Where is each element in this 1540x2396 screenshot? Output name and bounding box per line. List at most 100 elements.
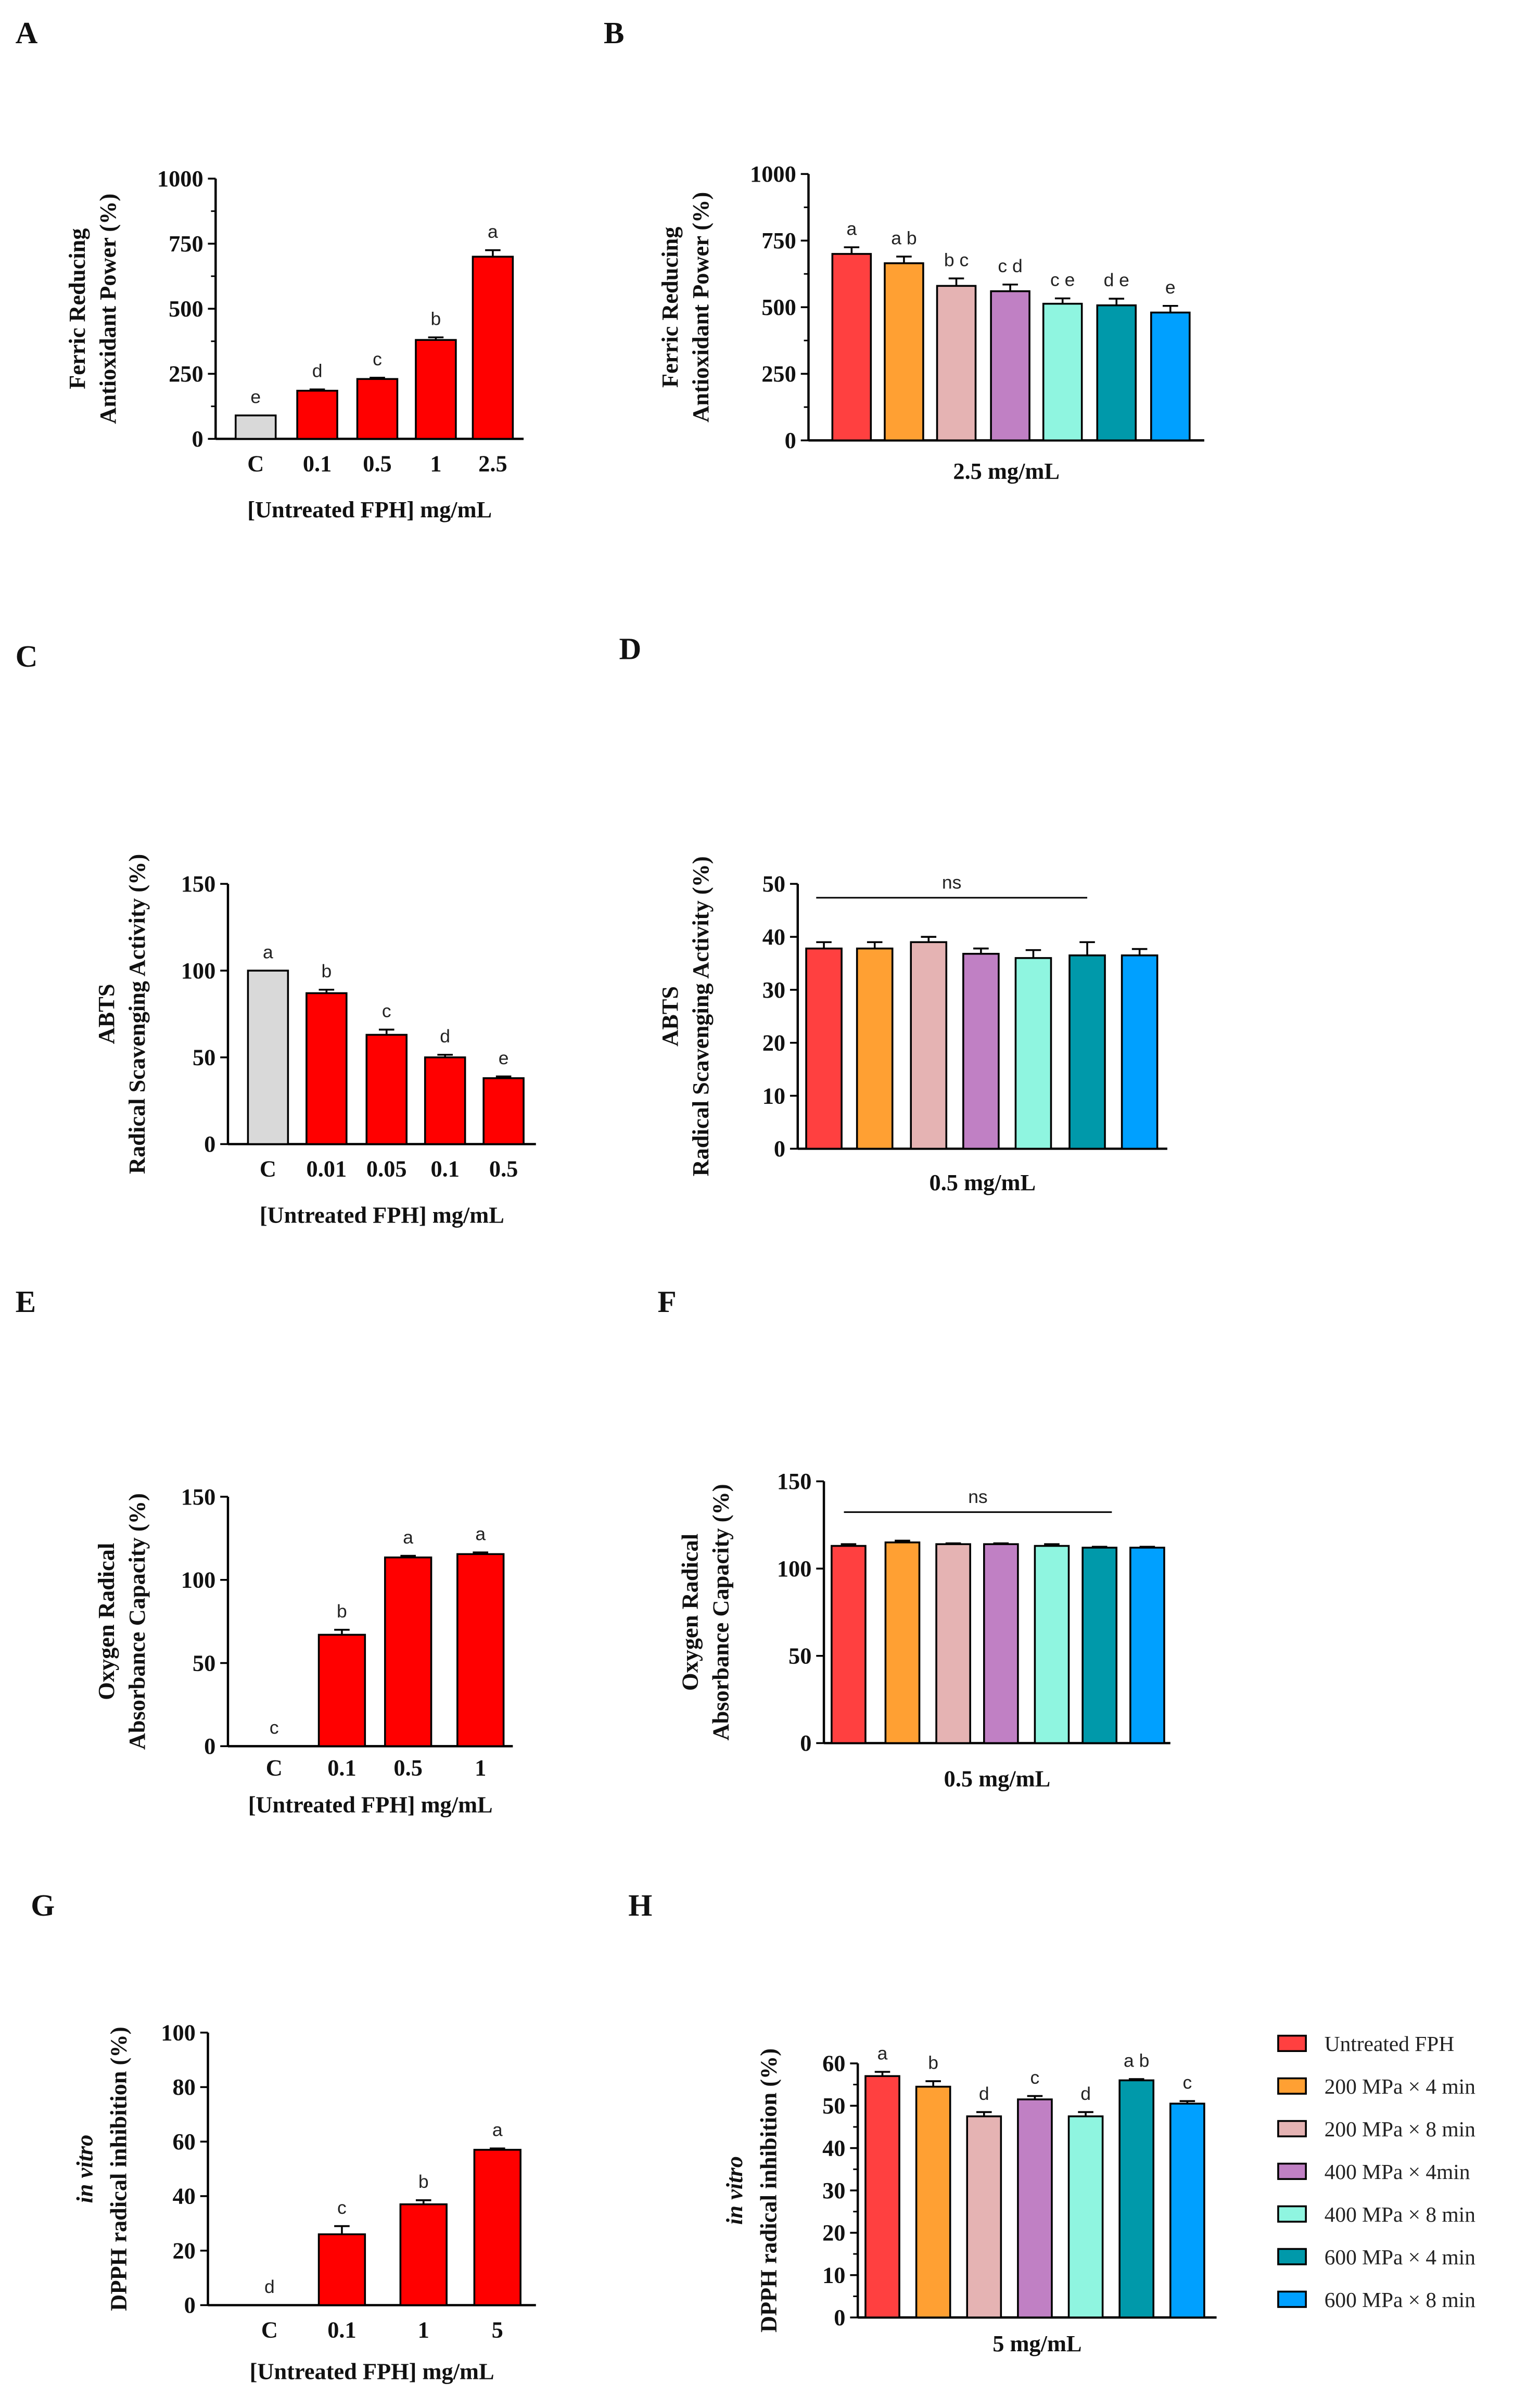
bar	[936, 285, 977, 442]
panel-b: B 0 250 500 750 1000 a a b b c c d c e d e e 2.5 mg/m…	[604, 16, 1204, 484]
x-axis-label: [Untreated FPH] mg/mL	[248, 1792, 493, 1818]
panel-label: H	[628, 1888, 652, 1922]
legend-label: 600 MPa × 8 min	[1325, 2288, 1476, 2312]
x-axis-label: 0.5 mg/mL	[944, 1765, 1051, 1791]
y-tick-label: 40	[762, 924, 785, 950]
x-tick-label: 0.5	[393, 1755, 422, 1781]
y-axis-label: Radical Scavenging Activity (%)	[124, 854, 150, 1174]
bar	[399, 2203, 448, 2306]
bar	[1129, 1547, 1165, 1744]
significance-letter: a	[403, 1527, 413, 1548]
y-tick-label: 1000	[157, 165, 203, 192]
panel-d: D 0 10 20 30 40 50 ns 0.5 mg/mL ABTS Radical Scave…	[619, 631, 1167, 1195]
panel-label: F	[658, 1284, 677, 1319]
bar	[365, 1034, 408, 1145]
y-tick-label: 750	[169, 231, 203, 257]
bar	[317, 1634, 366, 1748]
y-tick-label: 100	[181, 958, 216, 984]
y-axis-label: ABTS	[657, 986, 683, 1047]
bar	[1017, 2098, 1053, 2318]
x-axis-label: 5 mg/mL	[992, 2330, 1081, 2356]
legend-swatch	[1277, 2205, 1307, 2223]
significance-letter: e	[499, 1048, 509, 1068]
significance-letter: d	[979, 2083, 989, 2104]
significance-letter: b	[928, 2052, 938, 2073]
ns-label: ns	[942, 872, 962, 893]
bar	[415, 339, 457, 440]
y-tick-label: 100	[181, 1567, 216, 1593]
significance-letter: a b	[891, 227, 917, 248]
panel-label: A	[16, 16, 38, 50]
panel-label: E	[16, 1284, 36, 1319]
y-tick-label: 250	[169, 361, 203, 387]
y-tick-label: 0	[774, 1136, 785, 1162]
y-tick-label: 150	[181, 871, 216, 897]
panel-f: F 0 50 100 150 ns 0.5 mg/mL Oxygen Radical Absor…	[658, 1284, 1170, 1791]
bar	[990, 290, 1030, 442]
y-tick-label: 20	[172, 2237, 195, 2263]
x-axis-label: 0.5 mg/mL	[930, 1169, 1036, 1195]
bar	[456, 1553, 505, 1748]
bar	[424, 1056, 466, 1145]
y-tick-label: 100	[777, 1556, 812, 1582]
bar	[247, 970, 289, 1145]
y-axis-label: Ferric Reducing	[657, 227, 683, 388]
bar	[805, 947, 843, 1150]
y-tick-label: 50	[788, 1643, 811, 1669]
bar	[384, 1556, 432, 1748]
legend-label: Untreated FPH	[1325, 2032, 1455, 2056]
significance-letter: b c	[944, 249, 969, 270]
significance-letter: e	[1165, 277, 1176, 298]
legend-swatch	[1277, 2162, 1307, 2180]
legend-label: 200 MPa × 4 min	[1325, 2074, 1476, 2098]
bar	[831, 253, 872, 442]
y-axis-label: Antioxidant Power (%)	[95, 194, 121, 424]
significance-letter: b	[321, 961, 332, 982]
legend-swatch	[1277, 2077, 1307, 2095]
bar	[962, 952, 1000, 1150]
bar	[1121, 954, 1159, 1150]
y-axis-label: DPPH radical inhibition (%)	[106, 2027, 132, 2311]
panel-e: E 0 50 100 150 cCb 0.1 a 0.5 a 1 [Untreated FPH] mg…	[16, 1284, 513, 1818]
y-tick-label: 30	[822, 2177, 845, 2203]
y-tick-label: 50	[193, 1650, 215, 1676]
significance-letter: a	[492, 2120, 503, 2140]
legend-label: 600 MPa × 4 min	[1325, 2245, 1476, 2269]
bar	[356, 378, 399, 440]
significance-letter: a b	[1124, 2050, 1149, 2071]
significance-letter: c e	[1050, 270, 1075, 290]
x-tick-label: 0.5	[489, 1156, 518, 1182]
bar	[472, 256, 514, 440]
bar	[935, 1543, 971, 1744]
y-tick-label: 50	[822, 2093, 845, 2119]
significance-letter: c	[382, 1001, 391, 1022]
bar	[856, 947, 894, 1150]
y-tick-label: 20	[762, 1030, 785, 1056]
bar	[234, 414, 277, 440]
significance-letter: d	[264, 2276, 275, 2297]
x-tick-label: 0.1	[303, 450, 332, 476]
legend: Untreated FPH 200 MPa × 4 min 200 MPa × 8 …	[1277, 2032, 1476, 2312]
y-axis-label: Absorbance Capacity (%)	[124, 1493, 150, 1750]
x-tick-label: C	[247, 450, 264, 476]
x-tick-label: 1	[418, 2317, 429, 2343]
significance-letter: b	[418, 2171, 429, 2192]
y-tick-label: 80	[172, 2074, 195, 2100]
panel-g: G 0 20 40 60 80 100 dCc 0.1 b 1 a 5 [Untreated FPH] m…	[31, 1888, 536, 2384]
y-tick-label: 0	[800, 1730, 811, 1756]
y-tick-label: 50	[762, 871, 785, 897]
legend-swatch	[1277, 2034, 1307, 2052]
y-tick-label: 20	[822, 2220, 845, 2246]
y-tick-label: 100	[161, 2020, 196, 2046]
bar	[1067, 2115, 1104, 2318]
x-axis-label: [Untreated FPH] mg/mL	[250, 2358, 494, 2384]
y-tick-label: 500	[169, 296, 203, 322]
legend-swatch	[1277, 2120, 1307, 2137]
bar	[831, 1545, 867, 1744]
y-tick-label: 0	[184, 2292, 196, 2318]
x-tick-label: 0.5	[363, 450, 391, 476]
significance-letter: d	[1080, 2083, 1091, 2104]
bar	[1068, 954, 1106, 1150]
x-tick-label: 2.5	[478, 450, 507, 476]
bar	[966, 2115, 1002, 2318]
